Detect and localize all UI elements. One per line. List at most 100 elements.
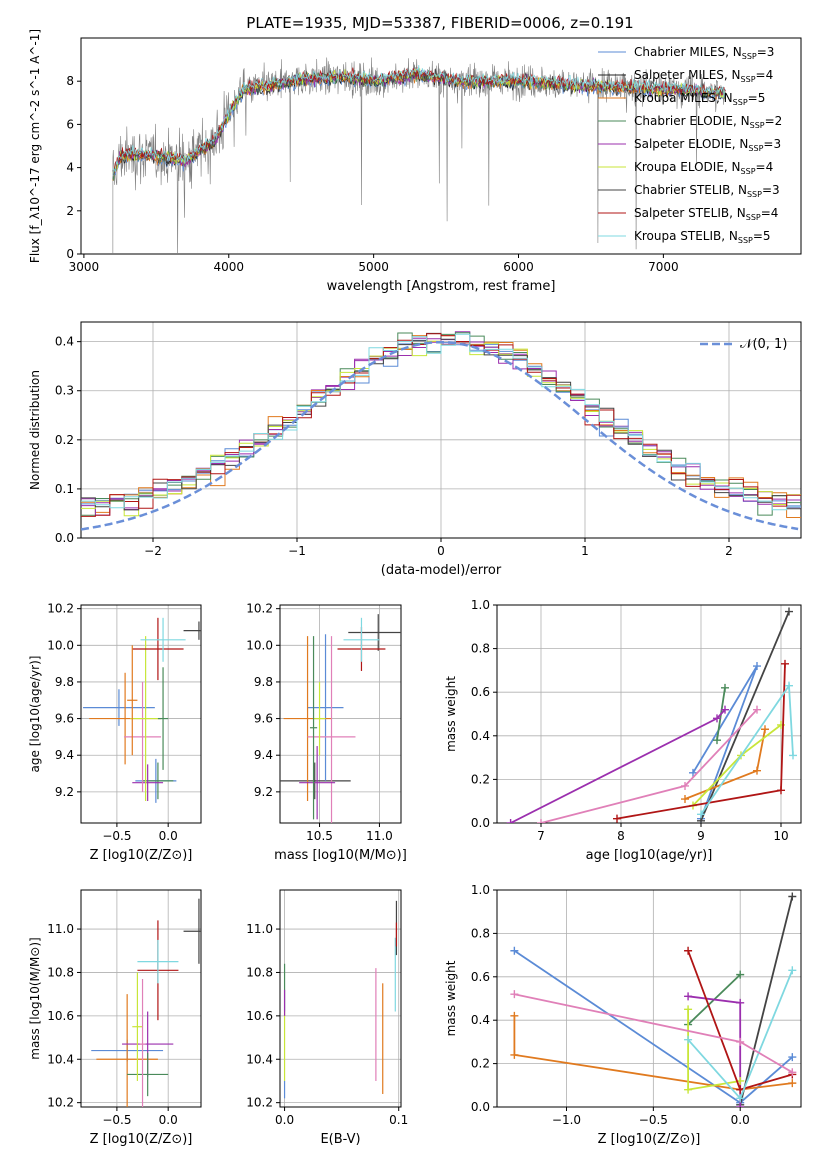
weight-point (753, 766, 761, 775)
weight-point (753, 705, 761, 714)
legend-subscript: SSP (741, 75, 756, 84)
weight-point (510, 1050, 519, 1059)
weight-point (788, 1079, 797, 1088)
legend-entry: Kroupa STELIB, NSSP=5 (634, 229, 771, 245)
legend-suffix: =3 (757, 45, 775, 59)
y-tick-label: 9.6 (254, 712, 273, 726)
x-tick-label: 0 (437, 544, 445, 558)
y-tick-label: 10.0 (246, 638, 273, 652)
weight-point (788, 1068, 797, 1077)
y-tick-label: 1.0 (471, 883, 490, 897)
y-tick-label: 11.0 (246, 922, 273, 936)
weight-point (697, 810, 705, 819)
legend-suffix: =3 (762, 183, 780, 197)
y-tick-label: 11.0 (47, 922, 74, 936)
y-tick-label: 6 (66, 117, 74, 131)
figure-title: PLATE=1935, MJD=53387, FIBERID=0006, z=0… (246, 14, 633, 32)
mass_vs_Z-frame (80, 889, 202, 1108)
age_vs_Z-frame (80, 604, 202, 824)
weight-point (510, 1011, 519, 1020)
spectrum-axes (77, 37, 802, 258)
mass_vs_Z-plot (91, 898, 201, 1107)
weight_vs_age-axes (493, 604, 802, 827)
histogram-step (81, 333, 801, 517)
legend-entry: Salpeter MILES, NSSP=4 (634, 68, 773, 84)
y-tick-label: 10.2 (47, 602, 74, 616)
y-tick-label: 10.2 (47, 1096, 74, 1110)
mass_vs_Z-xlabel: Z [log10(Z/Z⊙)] (90, 1132, 193, 1147)
x-tick-label: 8 (617, 829, 625, 843)
weight-point (789, 751, 797, 760)
y-tick-label: 0 (66, 247, 74, 261)
x-tick-label: 1 (581, 544, 589, 558)
weight-point (721, 705, 729, 714)
x-tick-label: 5000 (358, 260, 389, 274)
age_vs_mass-xlabel: mass [log10(M/M⊙)] (274, 848, 407, 863)
legend-subscript: SSP (750, 121, 765, 130)
legend-subscript: SSP (741, 167, 756, 176)
mass_vs_ebv-axes (276, 889, 402, 1111)
x-tick-label: 10.5 (306, 829, 333, 843)
weight-point (684, 1085, 693, 1094)
x-tick-label: 0.1 (389, 1113, 408, 1127)
legend-subscript: SSP (738, 236, 753, 245)
legend-subscript: SSP (746, 213, 761, 222)
legend-entry: Chabrier ELODIE, NSSP=2 (634, 114, 782, 130)
weight-point (788, 966, 797, 975)
y-tick-label: 0.4 (55, 335, 74, 349)
weight-point (753, 662, 761, 671)
y-tick-label: 1.0 (471, 598, 490, 612)
spectrum-xlabel: wavelength [Angstrom, rest frame] (327, 279, 556, 294)
legend-suffix: =2 (765, 114, 783, 128)
spectrum-frame (80, 37, 802, 255)
weight-point (736, 1103, 745, 1107)
y-tick-label: 4 (66, 161, 74, 175)
histogram-step (81, 333, 801, 511)
legend-suffix: =3 (763, 137, 781, 151)
x-tick-label: 2 (725, 544, 733, 558)
y-tick-label: 9.8 (254, 675, 273, 689)
y-tick-label: 10.4 (246, 1052, 273, 1066)
legend-entry: 𝒩(0, 1) (740, 337, 787, 352)
x-tick-label: 7 (537, 829, 545, 843)
y-tick-label: 0.6 (471, 685, 490, 699)
y-tick-label: 10.8 (47, 965, 74, 979)
weight-point (736, 1037, 745, 1046)
weight-point (736, 998, 745, 1007)
weight-point (761, 725, 769, 734)
x-tick-label: −0.5 (102, 1113, 131, 1127)
age_vs_mass-axes (276, 604, 402, 827)
legend-subscript: SSP (733, 98, 748, 107)
age_vs_Z-xlabel: Z [log10(Z/Z⊙)] (90, 848, 193, 863)
y-tick-label: 0.8 (471, 926, 490, 940)
residuals-xlabel: (data-model)/error (381, 563, 502, 578)
spectrum-plot (112, 57, 727, 254)
weight-point (777, 786, 785, 795)
weight-point (736, 1094, 745, 1103)
weight_vs_age-plot (506, 607, 797, 823)
weight-point (713, 714, 721, 723)
y-tick-label: 0.4 (471, 1013, 490, 1027)
legend-suffix: =4 (756, 68, 774, 82)
y-tick-label: 0.3 (55, 384, 74, 398)
x-tick-label: 0.0 (159, 829, 178, 843)
residuals-axes (77, 321, 802, 542)
age_vs_Z-plot (83, 617, 201, 803)
y-tick-label: 9.2 (55, 785, 74, 799)
y-tick-label: 9.4 (254, 748, 273, 762)
weight_vs_Z-frame (496, 889, 802, 1108)
x-tick-label: −0.5 (639, 1113, 668, 1127)
weight_vs_Z-ylabel: mass weight (444, 960, 458, 1036)
mass_vs_ebv-xlabel: E(B-V) (320, 1132, 360, 1147)
legend-suffix: =4 (761, 206, 779, 220)
legend-subscript: SSP (742, 52, 757, 61)
spectrum-legend: Chabrier MILES, NSSP=3 Salpeter MILES, NS… (598, 45, 782, 245)
y-tick-label: 0.2 (471, 772, 490, 786)
y-tick-label: 0.6 (471, 970, 490, 984)
weight-point (684, 946, 693, 955)
weight-point (713, 736, 721, 745)
y-tick-label: 10.4 (47, 1052, 74, 1066)
mass_vs_ebv-plot (283, 900, 398, 1099)
y-tick-label: 0.8 (471, 642, 490, 656)
x-tick-label: −0.5 (102, 829, 131, 843)
